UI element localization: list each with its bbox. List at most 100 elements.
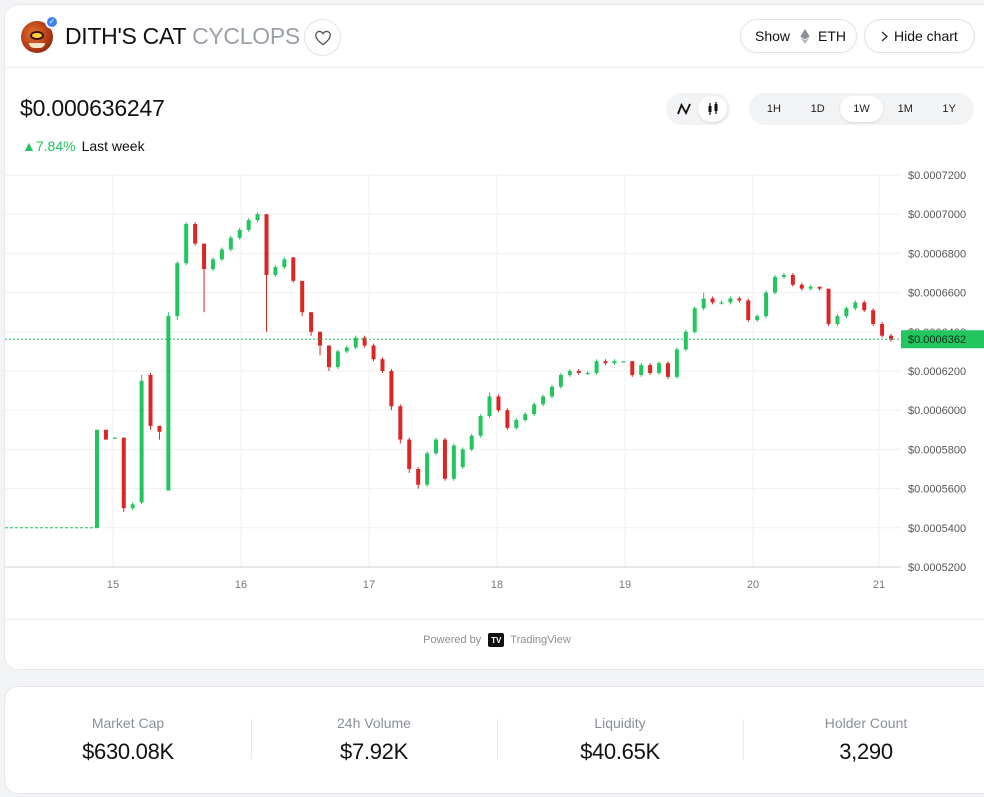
candle [889,333,893,342]
candle [523,412,528,422]
candle-body [630,361,635,375]
candle [844,306,849,319]
candle-body [541,396,546,405]
candle-body [139,380,144,503]
candle [255,212,260,223]
candle [567,369,572,377]
candle [880,322,885,338]
chevron-right-icon [881,30,888,42]
candle-body [442,439,447,479]
candle [398,404,403,444]
range-1m-button[interactable]: 1M [897,103,913,115]
candle-body [103,429,108,440]
candle-body [255,214,260,221]
candle-body [264,214,269,275]
candle-body [737,298,742,301]
candle-body [692,308,697,332]
candle-body [460,449,465,468]
candle [514,418,519,430]
stat-label: Holder Count [824,715,908,731]
candle-body [425,453,430,485]
y-tick-label: $0.0005200 [908,562,966,574]
candle [737,296,742,303]
candle [202,243,207,313]
candle-body [353,337,358,348]
candle [701,292,706,311]
tradingview-link[interactable]: TradingView [510,634,571,646]
stat-24h-volume: 24h Volume $7.92K [251,687,497,795]
stat-value: $630.08K [82,739,174,764]
cyclops-eye-icon [30,31,44,40]
candle-body [621,361,626,363]
stat-label: 24h Volume [337,715,411,731]
candle-body [576,371,581,373]
token-name: DITH'S CAT [65,23,187,49]
candle [648,363,653,375]
candle [219,247,224,262]
show-network-button[interactable]: Show ETH [740,19,857,53]
candle-body [130,504,135,509]
candle [326,345,331,371]
candle [228,235,233,252]
candle [210,257,215,272]
candle-body [853,302,858,309]
candle-body [880,323,885,336]
candle [291,257,296,283]
candle-body [282,259,287,268]
candle [585,371,590,375]
candle-body [889,335,893,340]
candle [478,414,483,438]
x-tick-label: 18 [491,579,503,591]
candle [826,288,831,326]
candle [594,359,599,375]
candle [835,314,840,326]
header-divider [5,67,984,68]
candle-body [112,437,117,439]
candle [309,312,314,336]
candle [362,335,367,348]
candle-body [362,337,367,346]
range-1d-button[interactable]: 1D [810,103,825,115]
range-1w-button[interactable]: 1W [839,96,884,122]
candle-body [380,359,385,371]
range-1y-button[interactable]: 1Y [942,103,956,115]
candle [576,369,581,375]
candle-body [309,312,314,332]
x-tick-label: 16 [235,579,247,591]
hide-chart-button[interactable]: Hide chart [864,19,975,53]
candle [273,265,278,277]
candle [246,218,251,232]
range-1h-button[interactable]: 1H [766,103,781,115]
candle [710,296,715,305]
candle [451,443,456,481]
candle [184,222,189,266]
candle-body [416,469,421,485]
candle-body [790,274,795,285]
favorite-button[interactable] [304,19,341,56]
candlestick-chart[interactable]: $0.0007200 $0.0007000 $0.0006800 $0.0006600… [5,171,984,611]
candle [237,227,242,240]
candle-body [799,284,804,289]
candle [781,273,786,279]
candle-chart-button[interactable] [698,96,727,122]
y-tick-label: $0.0005800 [908,444,966,456]
candle-body [451,445,456,479]
candle [871,308,876,326]
candle [121,437,126,513]
line-chart-button[interactable] [669,96,698,122]
candle-body [335,351,340,368]
candle-body [532,404,537,415]
candle [505,408,510,430]
verified-badge-icon: ✓ [45,15,59,29]
candle-body [184,224,189,264]
candle-body [237,229,242,238]
candle [282,257,287,270]
token-ticker: CYCLOPS [192,23,300,49]
candle [790,273,795,287]
candle [719,300,724,305]
candle [434,437,439,456]
y-tick-label: $0.0006000 [908,405,966,417]
candle [95,429,99,528]
hide-chart-label: Hide chart [894,28,958,44]
show-label: Show [755,28,791,44]
